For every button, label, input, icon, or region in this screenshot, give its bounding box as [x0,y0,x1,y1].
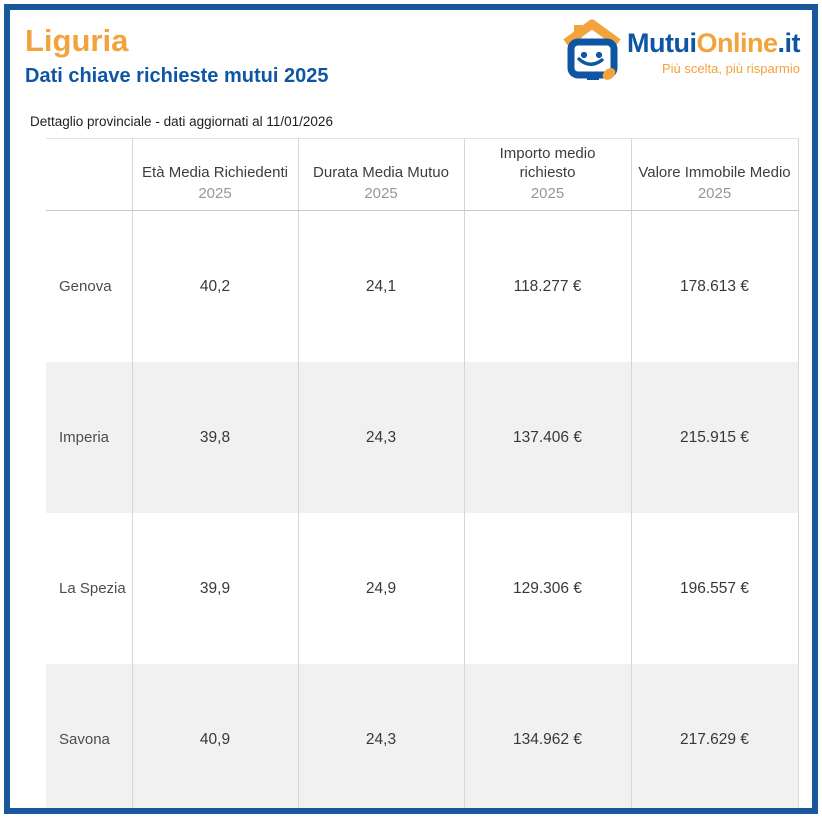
table-row-genova: Genova 40,2 24,1 118.277 € 178.613 € [46,210,799,363]
corner-cell [46,138,132,212]
table-row-la-spezia: La Spezia 39,9 24,9 129.306 € 196.557 € [46,513,799,665]
column-header-importo-medio: Importo medio richiesto 2025 [463,138,631,212]
page-content: Liguria Dati chiave richieste mutui 2025… [10,10,812,808]
page-title: Liguria [25,23,129,58]
table-row-imperia: Imperia 39,8 24,3 137.406 € 215.915 € [46,362,799,514]
table-header-row: Età Media Richiedenti 2025 Durata Media … [46,138,799,212]
cell-importo-medio: 129.306 € [463,513,631,665]
row-label: Genova [59,278,112,296]
column-header-label: Durata Media Mutuo [313,164,449,182]
cell-importo-medio: 137.406 € [463,362,631,514]
column-header-year: 2025 [198,184,232,202]
cell-valore-immobile: 215.915 € [630,362,799,514]
column-header-year: 2025 [530,184,565,202]
table-row-savona: Savona 40,9 24,3 134.962 € 217.629 € [46,664,799,808]
cell-valore-immobile: 178.613 € [630,210,799,363]
column-header-year: 2025 [364,184,398,202]
provinces-data-table: Età Media Richiedenti 2025 Durata Media … [46,138,799,808]
page-frame: Liguria Dati chiave richieste mutui 2025… [4,4,818,814]
logo-word-it: .it [777,28,801,58]
cell-eta-media: 39,9 [131,513,298,665]
logo-word-online: Online [696,28,778,58]
column-header-year: 2025 [697,184,732,202]
cell-durata-media: 24,3 [297,362,464,514]
logo-tagline: Più scelta, più risparmio [662,61,800,76]
cell-valore-immobile: 196.557 € [630,513,799,665]
column-header-eta-media: Età Media Richiedenti 2025 [131,138,298,212]
row-label: Savona [59,731,110,749]
cell-durata-media: 24,1 [297,210,464,363]
cell-importo-medio: 134.962 € [463,664,631,808]
logo-wordmark: MutuiOnline.it [627,30,800,57]
logo-text: MutuiOnline.it Più scelta, più risparmio [627,18,800,77]
cell-importo-medio: 118.277 € [463,210,631,363]
column-header-valore-immobile: Valore Immobile Medio 2025 [630,138,799,212]
cell-valore-immobile: 217.629 € [630,664,799,808]
cell-eta-media: 40,2 [131,210,298,363]
page-subtitle: Dati chiave richieste mutui 2025 [25,65,329,88]
column-header-durata-media: Durata Media Mutuo 2025 [297,138,464,212]
column-header-label: Età Media Richiedenti [142,164,288,182]
smile-icon [577,57,604,66]
mutuionline-logo[interactable]: MutuiOnline.it Più scelta, più risparmio [563,18,800,86]
update-note: Dettaglio provinciale - dati aggiornati … [30,114,333,130]
cell-durata-media: 24,9 [297,513,464,665]
row-label: La Spezia [59,580,126,598]
cell-eta-media: 40,9 [131,664,298,808]
column-header-label: Importo medio richiesto [499,144,596,182]
row-label: Imperia [59,429,110,447]
monitor-stand-shape [587,75,599,80]
mutuionline-logo-icon [563,19,621,80]
cell-durata-media: 24,3 [297,664,464,808]
cell-eta-media: 39,8 [131,362,298,514]
roof-icon [563,19,621,47]
eye-left-icon [580,51,588,59]
logo-word-mutui: Mutui [627,28,697,58]
mouse-icon [602,68,616,80]
column-header-label: Valore Immobile Medio [638,164,791,182]
eye-right-icon [595,51,603,59]
